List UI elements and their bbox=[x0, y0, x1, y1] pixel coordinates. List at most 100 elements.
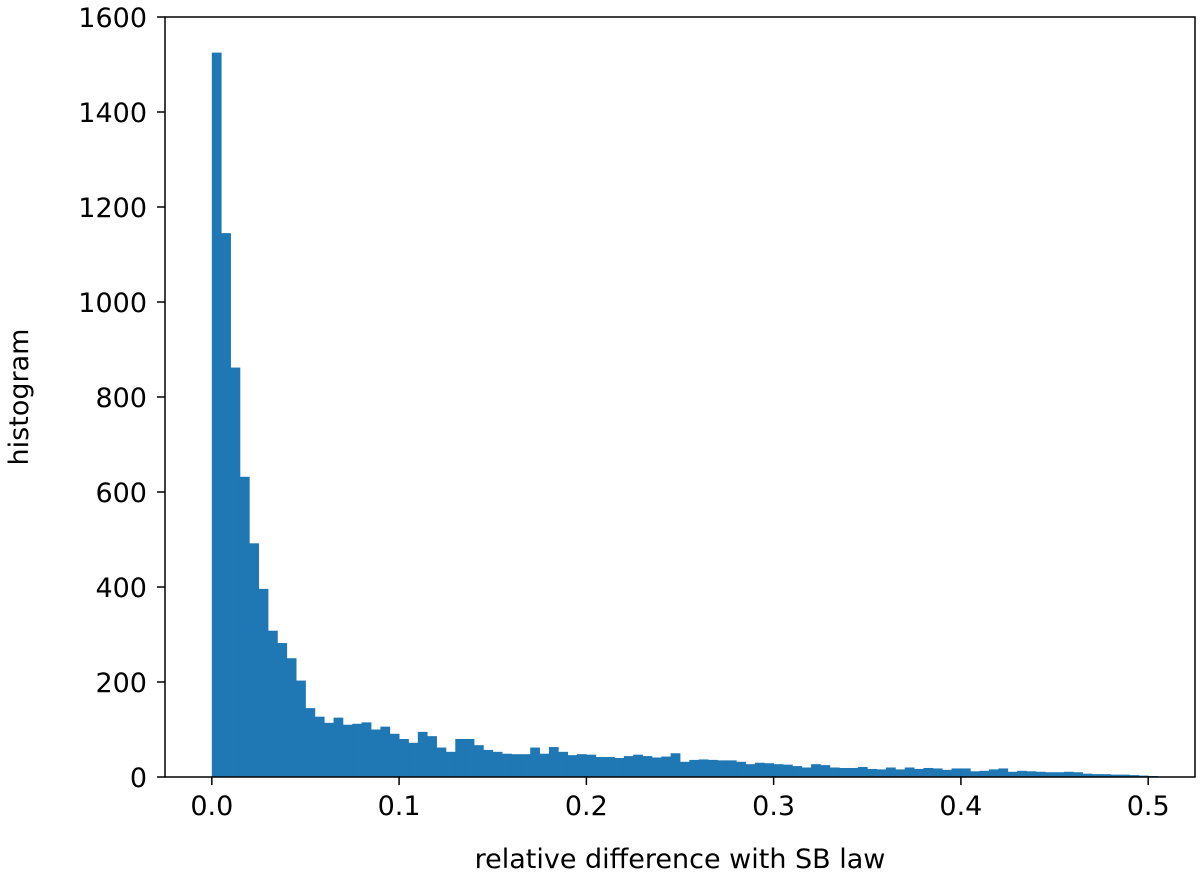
x-axis-label: relative difference with SB law bbox=[475, 844, 886, 875]
histogram-bar bbox=[296, 680, 306, 777]
histogram-bar bbox=[492, 751, 503, 777]
histogram-bar bbox=[839, 767, 849, 777]
histogram-bar bbox=[1026, 771, 1037, 777]
histogram-bar bbox=[1082, 773, 1093, 777]
histogram-bar bbox=[324, 722, 334, 777]
histogram-bar bbox=[942, 769, 952, 777]
histogram-bar bbox=[595, 757, 606, 777]
histogram-bar bbox=[1017, 770, 1027, 777]
histogram-bar bbox=[511, 754, 522, 777]
histogram-bar bbox=[1129, 775, 1140, 777]
histogram-bar bbox=[230, 367, 241, 777]
histogram-bar bbox=[811, 764, 821, 777]
x-axis-ticks: 0.0 0.1 0.2 0.3 0.4 0.5 bbox=[190, 777, 1170, 822]
histogram-bar bbox=[904, 767, 915, 777]
histogram-bar bbox=[801, 767, 812, 777]
histogram-bar bbox=[408, 742, 419, 777]
y-axis-ticks: 0 200 400 600 800 1000 1200 1400 1600 bbox=[78, 3, 165, 794]
histogram-bar bbox=[389, 733, 400, 777]
histogram-bar bbox=[605, 757, 615, 777]
histogram-bar bbox=[286, 658, 297, 777]
histogram-bar bbox=[764, 763, 775, 777]
histogram-bar bbox=[951, 768, 962, 777]
histogram-bar bbox=[258, 588, 269, 777]
x-tick-label: 0.3 bbox=[752, 791, 795, 822]
histogram-bar bbox=[708, 759, 718, 777]
histogram-bar bbox=[1110, 774, 1121, 777]
histogram-bar bbox=[427, 736, 437, 777]
histogram-bar bbox=[211, 52, 222, 777]
histogram-bar bbox=[876, 769, 887, 777]
histogram-bar bbox=[979, 770, 990, 777]
histogram-bar bbox=[436, 747, 447, 777]
x-tick-label: 0.5 bbox=[1127, 791, 1170, 822]
histogram-bar bbox=[558, 751, 569, 777]
histogram-bar bbox=[1073, 772, 1084, 777]
x-tick-label: 0.4 bbox=[939, 791, 982, 822]
histogram-bar bbox=[539, 753, 550, 777]
histogram-bar bbox=[1063, 771, 1074, 777]
histogram-bar bbox=[989, 769, 999, 777]
histogram-bar bbox=[857, 767, 868, 777]
y-tick-label: 1600 bbox=[78, 3, 147, 34]
x-tick-label: 0.2 bbox=[565, 791, 608, 822]
histogram-bar bbox=[726, 760, 737, 777]
y-tick-label: 1000 bbox=[78, 288, 147, 319]
histogram-bar bbox=[455, 739, 466, 777]
histogram-bar bbox=[623, 756, 634, 777]
histogram-bar bbox=[717, 760, 728, 777]
histogram-bar bbox=[754, 762, 765, 777]
histogram-bar bbox=[1101, 774, 1112, 777]
histogram-bar bbox=[221, 233, 231, 777]
histogram-bar bbox=[745, 764, 756, 777]
histogram-bar bbox=[923, 767, 934, 777]
histogram-bar bbox=[895, 769, 906, 777]
histogram-bar bbox=[633, 754, 643, 777]
histogram-bar bbox=[483, 749, 494, 777]
histogram-bar bbox=[820, 765, 831, 777]
histogram-bar bbox=[867, 768, 878, 777]
histogram-bar bbox=[239, 476, 250, 777]
histogram-bar bbox=[848, 767, 859, 777]
histogram-bar bbox=[417, 731, 428, 777]
histogram-bar bbox=[670, 753, 681, 777]
histogram-bar bbox=[614, 758, 625, 777]
x-tick-label: 0.0 bbox=[190, 791, 233, 822]
histogram-bar bbox=[736, 761, 746, 777]
histogram-bar bbox=[342, 724, 353, 777]
histogram-bar bbox=[642, 756, 653, 777]
histogram-bar bbox=[773, 764, 784, 777]
histogram-bar bbox=[445, 751, 456, 777]
histogram-bar bbox=[932, 768, 943, 777]
histogram-bar bbox=[1120, 774, 1130, 777]
histogram-bars bbox=[211, 52, 1158, 777]
histogram-bar bbox=[333, 717, 344, 777]
histogram-bar bbox=[661, 756, 672, 777]
histogram-bar bbox=[305, 708, 316, 777]
y-tick-label: 800 bbox=[95, 383, 147, 414]
y-tick-label: 1200 bbox=[78, 193, 147, 224]
x-tick-label: 0.1 bbox=[378, 791, 421, 822]
histogram-bar bbox=[1035, 771, 1046, 777]
y-tick-label: 400 bbox=[95, 573, 147, 604]
y-tick-label: 1400 bbox=[78, 98, 147, 129]
histogram-bar bbox=[530, 747, 540, 777]
histogram-bar bbox=[314, 716, 325, 777]
histogram-bar bbox=[548, 747, 559, 777]
histogram-bar bbox=[502, 753, 512, 777]
histogram-bar bbox=[567, 755, 578, 777]
histogram-bar bbox=[1092, 774, 1102, 777]
histogram-bar bbox=[352, 723, 363, 777]
histogram-bar bbox=[680, 761, 690, 777]
histogram-bar bbox=[1045, 772, 1055, 777]
histogram-bar bbox=[970, 771, 981, 777]
histogram-bar bbox=[960, 768, 971, 777]
histogram-bar bbox=[586, 754, 597, 777]
histogram-bar bbox=[577, 754, 587, 777]
histogram-bar bbox=[998, 768, 1009, 777]
histogram-bar bbox=[886, 767, 896, 777]
histogram-bar bbox=[783, 764, 793, 777]
histogram-bar bbox=[474, 745, 484, 777]
histogram-bar bbox=[464, 739, 475, 777]
